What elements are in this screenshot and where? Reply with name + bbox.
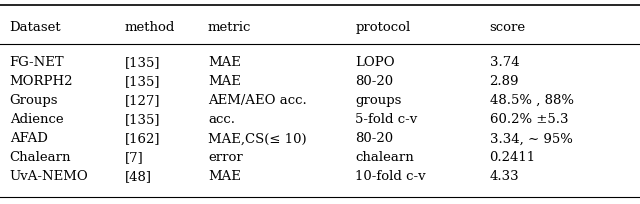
Text: AEM/AEO acc.: AEM/AEO acc. xyxy=(208,94,307,107)
Text: score: score xyxy=(490,21,525,34)
Text: 10-fold c-v: 10-fold c-v xyxy=(355,170,426,183)
Text: MAE,CS(≤ 10): MAE,CS(≤ 10) xyxy=(208,132,307,145)
Text: chalearn: chalearn xyxy=(355,151,414,164)
Text: acc.: acc. xyxy=(208,113,235,126)
Text: FG-NET: FG-NET xyxy=(10,56,64,69)
Text: groups: groups xyxy=(355,94,401,107)
Text: [135]: [135] xyxy=(125,113,160,126)
Text: error: error xyxy=(208,151,243,164)
Text: 2.89: 2.89 xyxy=(490,75,519,88)
Text: 5-fold c-v: 5-fold c-v xyxy=(355,113,417,126)
Text: method: method xyxy=(125,21,175,34)
Text: 48.5% , 88%: 48.5% , 88% xyxy=(490,94,573,107)
Text: MAE: MAE xyxy=(208,170,241,183)
Text: AFAD: AFAD xyxy=(10,132,47,145)
Text: UvA-NEMO: UvA-NEMO xyxy=(10,170,88,183)
Text: 80-20: 80-20 xyxy=(355,75,394,88)
Text: MAE: MAE xyxy=(208,56,241,69)
Text: metric: metric xyxy=(208,21,252,34)
Text: protocol: protocol xyxy=(355,21,410,34)
Text: Adience: Adience xyxy=(10,113,63,126)
Text: [135]: [135] xyxy=(125,75,160,88)
Text: [135]: [135] xyxy=(125,56,160,69)
Text: [48]: [48] xyxy=(125,170,152,183)
Text: [127]: [127] xyxy=(125,94,160,107)
Text: 0.2411: 0.2411 xyxy=(490,151,536,164)
Text: Chalearn: Chalearn xyxy=(10,151,71,164)
Text: MORPH2: MORPH2 xyxy=(10,75,73,88)
Text: Dataset: Dataset xyxy=(10,21,61,34)
Text: 3.74: 3.74 xyxy=(490,56,519,69)
Text: MAE: MAE xyxy=(208,75,241,88)
Text: 80-20: 80-20 xyxy=(355,132,394,145)
Text: Groups: Groups xyxy=(10,94,58,107)
Text: [7]: [7] xyxy=(125,151,143,164)
Text: LOPO: LOPO xyxy=(355,56,395,69)
Text: 4.33: 4.33 xyxy=(490,170,519,183)
Text: 60.2% ±5.3: 60.2% ±5.3 xyxy=(490,113,568,126)
Text: [162]: [162] xyxy=(125,132,160,145)
Text: 3.34, ∼ 95%: 3.34, ∼ 95% xyxy=(490,132,572,145)
